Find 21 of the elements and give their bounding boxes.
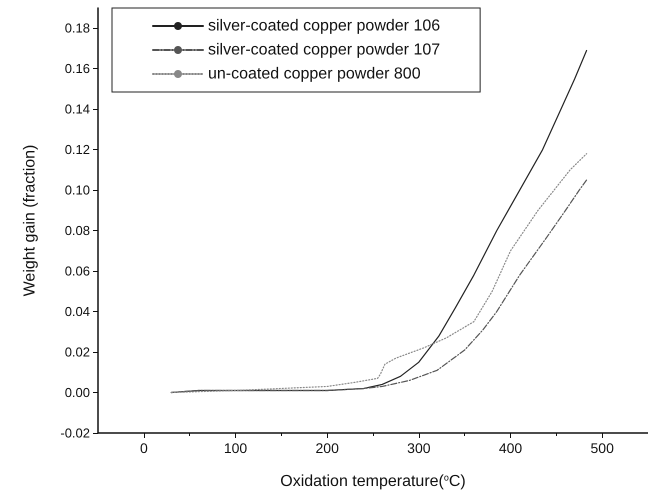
x-tick-label: 0 — [140, 440, 148, 456]
legend-label: silver-coated copper powder 107 — [208, 42, 440, 58]
x-tick-label: 100 — [224, 440, 248, 456]
y-axis-title: Weight gain (fraction) — [22, 144, 38, 296]
y-tick-label: 0.10 — [64, 182, 90, 198]
x-tick-label: 200 — [315, 440, 340, 456]
y-tick-label: 0.16 — [64, 61, 90, 76]
y-tick-label: 0.04 — [64, 304, 90, 320]
x-tick-label: 300 — [407, 440, 431, 456]
x-tick-label: 500 — [590, 440, 614, 456]
legend-label: un-coated copper powder 800 — [208, 66, 421, 82]
y-tick-label: 0.18 — [64, 20, 90, 36]
y-tick-label: 0.12 — [64, 142, 90, 158]
x-tick-label: 400 — [498, 440, 522, 456]
y-tick-label: 0.08 — [64, 223, 90, 238]
y-tick-label: -0.02 — [60, 426, 90, 440]
y-tick-label: 0.02 — [64, 344, 90, 360]
legend-label: silver-coated copper powder 106 — [208, 18, 440, 34]
y-tick-label: 0.06 — [64, 264, 90, 279]
y-tick-label: 0.00 — [64, 385, 90, 400]
y-tick-label: 0.14 — [64, 102, 90, 117]
